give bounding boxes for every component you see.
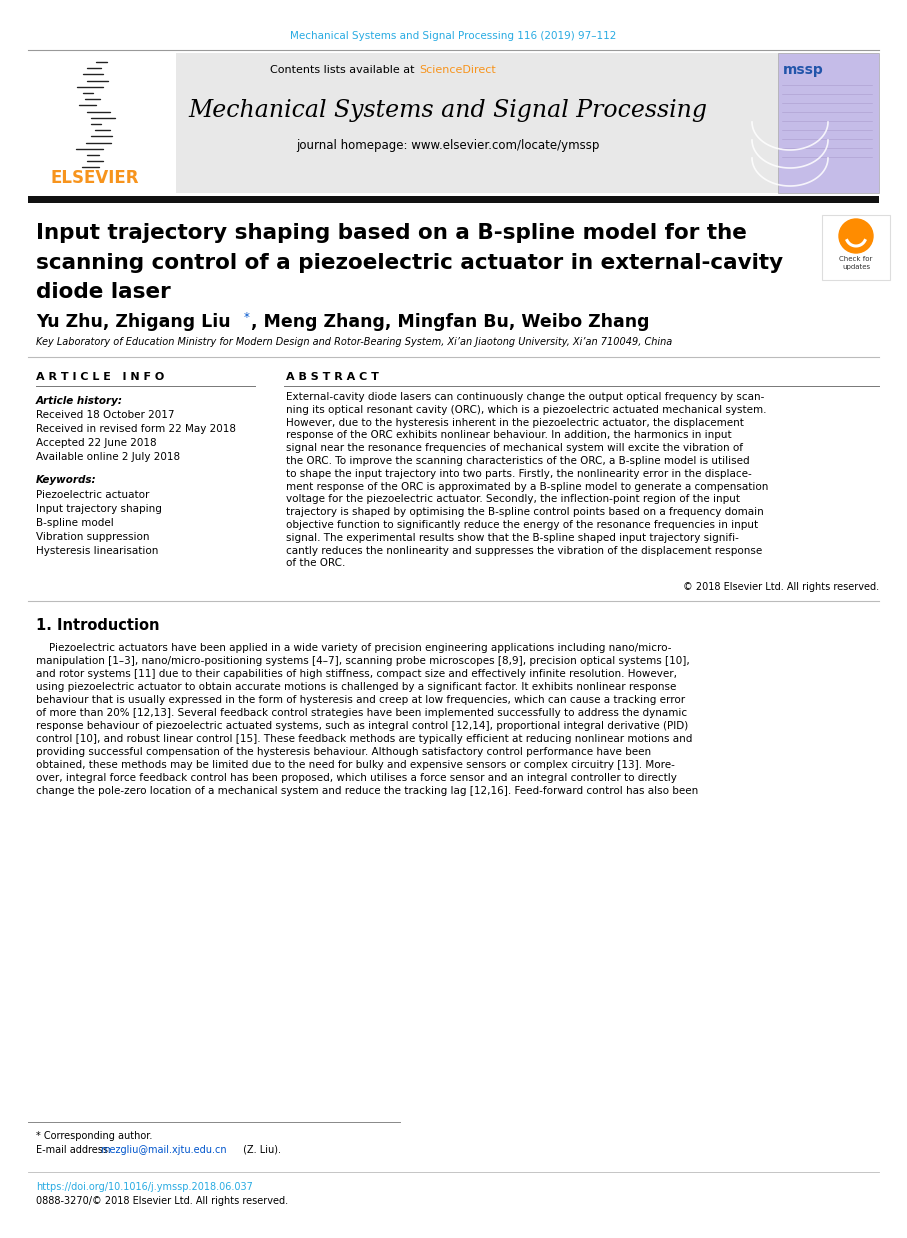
Bar xyxy=(28,196,879,203)
Circle shape xyxy=(839,219,873,253)
Text: (Z. Liu).: (Z. Liu). xyxy=(240,1145,281,1155)
Text: Received in revised form 22 May 2018: Received in revised form 22 May 2018 xyxy=(36,423,236,435)
Text: mezgliu@mail.xjtu.edu.cn: mezgliu@mail.xjtu.edu.cn xyxy=(100,1145,227,1155)
Text: scanning control of a piezoelectric actuator in external-cavity: scanning control of a piezoelectric actu… xyxy=(36,253,783,274)
Text: to shape the input trajectory into two parts. Firstly, the nonlinearity error in: to shape the input trajectory into two p… xyxy=(286,469,752,479)
Text: 0888-3270/© 2018 Elsevier Ltd. All rights reserved.: 0888-3270/© 2018 Elsevier Ltd. All right… xyxy=(36,1196,288,1206)
Text: External-cavity diode lasers can continuously change the output optical frequenc: External-cavity diode lasers can continu… xyxy=(286,392,765,402)
Text: the ORC. To improve the scanning characteristics of the ORC, a B-spline model is: the ORC. To improve the scanning charact… xyxy=(286,456,749,465)
Text: cantly reduces the nonlinearity and suppresses the vibration of the displacement: cantly reduces the nonlinearity and supp… xyxy=(286,546,762,556)
Text: ment response of the ORC is approximated by a B-spline model to generate a compe: ment response of the ORC is approximated… xyxy=(286,482,768,491)
Text: of the ORC.: of the ORC. xyxy=(286,558,346,568)
Text: Piezoelectric actuator: Piezoelectric actuator xyxy=(36,490,150,500)
Text: control [10], and robust linear control [15]. These feedback methods are typical: control [10], and robust linear control … xyxy=(36,734,692,744)
Text: providing successful compensation of the hysteresis behaviour. Although satisfac: providing successful compensation of the… xyxy=(36,747,651,756)
Bar xyxy=(822,215,890,280)
Text: using piezoelectric actuator to obtain accurate motions is challenged by a signi: using piezoelectric actuator to obtain a… xyxy=(36,682,677,692)
Text: Yu Zhu, Zhigang Liu: Yu Zhu, Zhigang Liu xyxy=(36,313,230,331)
Text: response of the ORC exhibits nonlinear behaviour. In addition, the harmonics in : response of the ORC exhibits nonlinear b… xyxy=(286,431,732,441)
Text: *: * xyxy=(244,312,249,324)
Text: signal. The experimental results show that the B-spline shaped input trajectory : signal. The experimental results show th… xyxy=(286,532,739,542)
Text: Check for
updates: Check for updates xyxy=(839,256,873,270)
Bar xyxy=(778,53,879,193)
Text: * Corresponding author.: * Corresponding author. xyxy=(36,1132,152,1141)
Text: response behaviour of piezoelectric actuated systems, such as integral control [: response behaviour of piezoelectric actu… xyxy=(36,721,688,730)
Text: Hysteresis linearisation: Hysteresis linearisation xyxy=(36,546,159,556)
Text: B-spline model: B-spline model xyxy=(36,517,113,527)
Text: Article history:: Article history: xyxy=(36,396,123,406)
Text: Accepted 22 June 2018: Accepted 22 June 2018 xyxy=(36,438,157,448)
Text: Keywords:: Keywords: xyxy=(36,475,97,485)
Text: Key Laboratory of Education Ministry for Modern Design and Rotor-Bearing System,: Key Laboratory of Education Ministry for… xyxy=(36,337,672,347)
Text: A B S T R A C T: A B S T R A C T xyxy=(286,371,379,383)
Text: journal homepage: www.elsevier.com/locate/ymssp: journal homepage: www.elsevier.com/locat… xyxy=(297,139,600,151)
Text: Vibration suppression: Vibration suppression xyxy=(36,532,150,542)
Text: objective function to significantly reduce the energy of the resonance frequenci: objective function to significantly redu… xyxy=(286,520,758,530)
Text: © 2018 Elsevier Ltd. All rights reserved.: © 2018 Elsevier Ltd. All rights reserved… xyxy=(683,582,879,592)
Text: However, due to the hysteresis inherent in the piezoelectric actuator, the displ: However, due to the hysteresis inherent … xyxy=(286,417,744,427)
Text: 1. Introduction: 1. Introduction xyxy=(36,619,160,634)
Bar xyxy=(28,53,879,193)
Text: ScienceDirect: ScienceDirect xyxy=(419,66,496,76)
Bar xyxy=(28,53,176,193)
Text: mssp: mssp xyxy=(783,63,824,77)
Text: and rotor systems [11] due to their capabilities of high stiffness, compact size: and rotor systems [11] due to their capa… xyxy=(36,669,677,678)
Text: behaviour that is usually expressed in the form of hysteresis and creep at low f: behaviour that is usually expressed in t… xyxy=(36,695,685,704)
Text: Available online 2 July 2018: Available online 2 July 2018 xyxy=(36,452,180,462)
Text: https://doi.org/10.1016/j.ymssp.2018.06.037: https://doi.org/10.1016/j.ymssp.2018.06.… xyxy=(36,1182,253,1192)
Text: voltage for the piezoelectric actuator. Secondly, the inflection-point region of: voltage for the piezoelectric actuator. … xyxy=(286,494,740,504)
Text: diode laser: diode laser xyxy=(36,282,171,302)
Text: A R T I C L E   I N F O: A R T I C L E I N F O xyxy=(36,371,164,383)
Text: ELSEVIER: ELSEVIER xyxy=(51,170,140,187)
Text: Received 18 October 2017: Received 18 October 2017 xyxy=(36,410,174,420)
Text: of more than 20% [12,13]. Several feedback control strategies have been implemen: of more than 20% [12,13]. Several feedba… xyxy=(36,708,688,718)
Text: Contents lists available at: Contents lists available at xyxy=(270,66,418,76)
Text: change the pole-zero location of a mechanical system and reduce the tracking lag: change the pole-zero location of a mecha… xyxy=(36,786,698,796)
Text: over, integral force feedback control has been proposed, which utilises a force : over, integral force feedback control ha… xyxy=(36,773,677,782)
Text: Input trajectory shaping: Input trajectory shaping xyxy=(36,504,161,514)
Text: ning its optical resonant cavity (ORC), which is a piezoelectric actuated mechan: ning its optical resonant cavity (ORC), … xyxy=(286,405,766,415)
Text: E-mail address:: E-mail address: xyxy=(36,1145,114,1155)
Text: manipulation [1–3], nano/micro-positioning systems [4–7], scanning probe microsc: manipulation [1–3], nano/micro-positioni… xyxy=(36,656,689,666)
Text: Input trajectory shaping based on a B-spline model for the: Input trajectory shaping based on a B-sp… xyxy=(36,223,746,243)
Text: Mechanical Systems and Signal Processing 116 (2019) 97–112: Mechanical Systems and Signal Processing… xyxy=(290,31,616,41)
Text: obtained, these methods may be limited due to the need for bulky and expensive s: obtained, these methods may be limited d… xyxy=(36,760,675,770)
Text: Piezoelectric actuators have been applied in a wide variety of precision enginee: Piezoelectric actuators have been applie… xyxy=(36,643,671,652)
Text: trajectory is shaped by optimising the B-spline control points based on a freque: trajectory is shaped by optimising the B… xyxy=(286,508,764,517)
Text: signal near the resonance frequencies of mechanical system will excite the vibra: signal near the resonance frequencies of… xyxy=(286,443,743,453)
Text: , Meng Zhang, Mingfan Bu, Weibo Zhang: , Meng Zhang, Mingfan Bu, Weibo Zhang xyxy=(251,313,649,331)
Text: Mechanical Systems and Signal Processing: Mechanical Systems and Signal Processing xyxy=(189,99,707,121)
